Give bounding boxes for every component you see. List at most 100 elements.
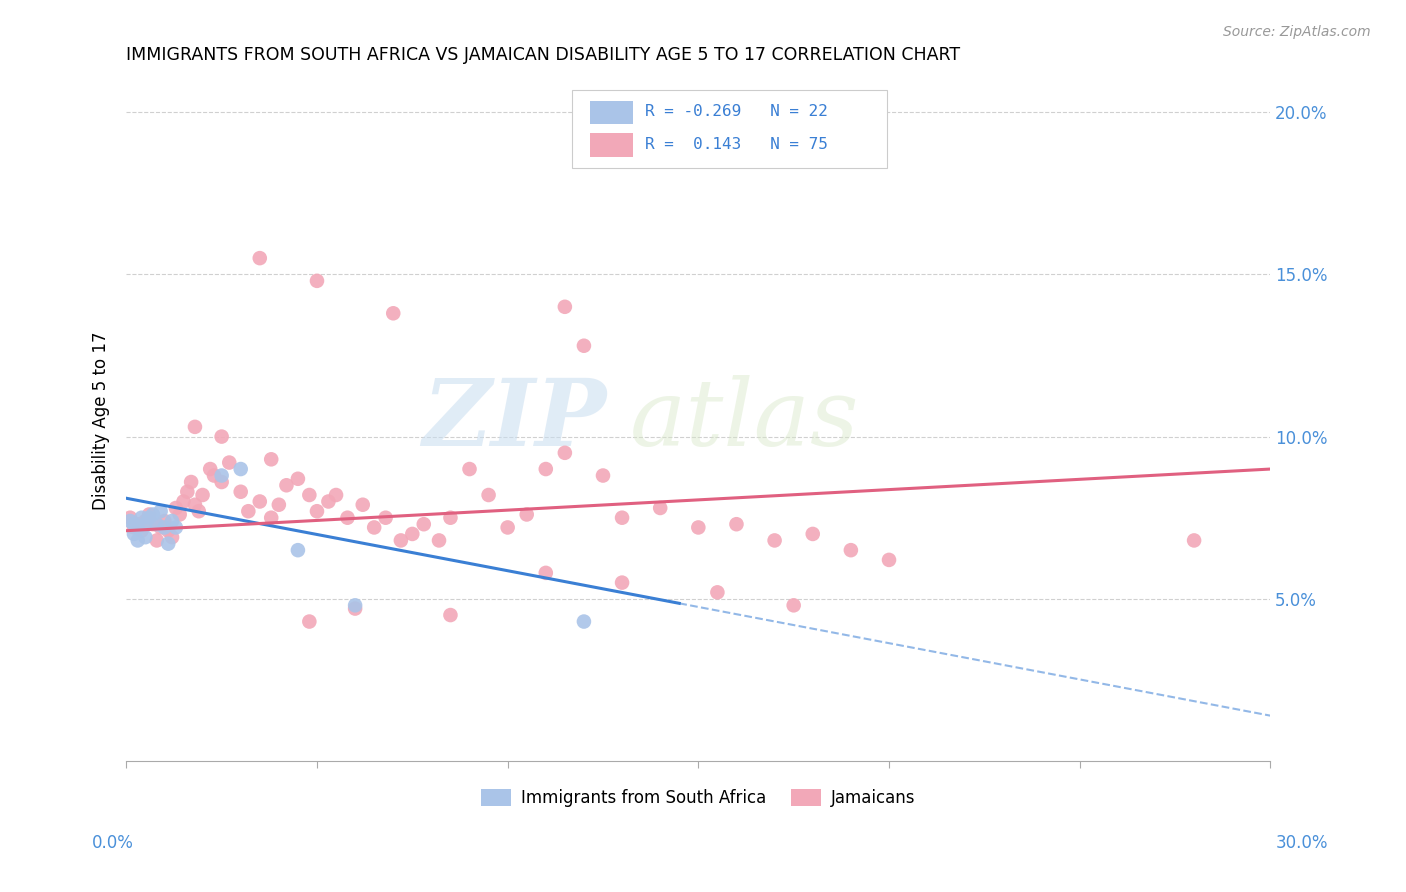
Point	[122, 527, 145, 541]
Legend: Immigrants from South Africa, Jamaicans: Immigrants from South Africa, Jamaicans	[474, 782, 922, 814]
Point	[160, 530, 183, 544]
Text: Source: ZipAtlas.com: Source: ZipAtlas.com	[1223, 25, 1371, 39]
Point	[211, 468, 233, 483]
Point	[439, 510, 461, 524]
Point	[202, 468, 225, 483]
Point	[120, 510, 142, 524]
Point	[305, 274, 328, 288]
Point	[298, 488, 321, 502]
Point	[496, 520, 519, 534]
Point	[229, 484, 252, 499]
Point	[412, 517, 434, 532]
Point	[276, 478, 298, 492]
Point	[160, 514, 183, 528]
Point	[305, 504, 328, 518]
Point	[534, 566, 557, 580]
Bar	[589, 101, 633, 124]
Point	[325, 488, 347, 502]
Point	[149, 504, 172, 518]
Point	[534, 462, 557, 476]
Point	[153, 520, 176, 534]
Point	[478, 488, 501, 502]
Point	[344, 601, 367, 615]
Point	[427, 533, 450, 548]
Point	[363, 520, 385, 534]
Point	[554, 300, 576, 314]
Point	[260, 510, 283, 524]
Point	[122, 520, 145, 534]
Point	[122, 517, 145, 532]
Point	[725, 121, 748, 136]
Point	[157, 524, 180, 538]
Point	[134, 514, 156, 528]
Point	[249, 494, 271, 508]
Point	[439, 608, 461, 623]
Point	[650, 500, 672, 515]
Point	[184, 498, 207, 512]
Point	[138, 508, 160, 522]
Point	[610, 575, 633, 590]
Point	[218, 456, 240, 470]
Point	[298, 615, 321, 629]
Point	[389, 533, 412, 548]
Point	[706, 585, 728, 599]
Point	[127, 520, 149, 534]
Point	[127, 517, 149, 532]
Text: IMMIGRANTS FROM SOUTH AFRICA VS JAMAICAN DISABILITY AGE 5 TO 17 CORRELATION CHAR: IMMIGRANTS FROM SOUTH AFRICA VS JAMAICAN…	[127, 46, 960, 64]
Text: ZIP: ZIP	[423, 376, 607, 466]
Point	[267, 498, 290, 512]
Point	[592, 468, 614, 483]
Point	[287, 472, 309, 486]
Point	[191, 488, 214, 502]
Point	[211, 475, 233, 489]
Point	[153, 514, 176, 528]
Point	[200, 462, 222, 476]
Point	[763, 533, 786, 548]
FancyBboxPatch shape	[572, 90, 887, 169]
Point	[142, 517, 165, 532]
Point	[165, 520, 187, 534]
Point	[260, 452, 283, 467]
Point	[142, 508, 165, 522]
Point	[146, 533, 169, 548]
Point	[169, 508, 191, 522]
Point	[134, 517, 156, 532]
Point	[157, 537, 180, 551]
Text: R = -0.269   N = 22: R = -0.269 N = 22	[644, 104, 828, 120]
Point	[352, 498, 374, 512]
Point	[458, 462, 481, 476]
Point	[344, 599, 367, 613]
Text: 30.0%: 30.0%	[1277, 834, 1329, 852]
Point	[401, 527, 423, 541]
Point	[131, 510, 153, 524]
Point	[877, 553, 900, 567]
Point	[149, 520, 172, 534]
Point	[516, 508, 538, 522]
Point	[238, 504, 260, 518]
Text: 0.0%: 0.0%	[91, 834, 134, 852]
Point	[180, 475, 202, 489]
Point	[187, 504, 209, 518]
Point	[120, 514, 142, 528]
Point	[131, 524, 153, 538]
Point	[229, 462, 252, 476]
Point	[138, 510, 160, 524]
Point	[554, 446, 576, 460]
Point	[146, 517, 169, 532]
Point	[382, 306, 405, 320]
Point	[688, 520, 710, 534]
Point	[572, 339, 595, 353]
Point	[287, 543, 309, 558]
Point	[782, 599, 804, 613]
Point	[374, 510, 396, 524]
Text: atlas: atlas	[630, 376, 859, 466]
Bar	[589, 134, 633, 157]
Point	[839, 543, 862, 558]
Point	[173, 494, 195, 508]
Point	[134, 530, 156, 544]
Point	[176, 484, 198, 499]
Point	[610, 510, 633, 524]
Point	[127, 533, 149, 548]
Text: R =  0.143   N = 75: R = 0.143 N = 75	[644, 136, 828, 152]
Point	[184, 420, 207, 434]
